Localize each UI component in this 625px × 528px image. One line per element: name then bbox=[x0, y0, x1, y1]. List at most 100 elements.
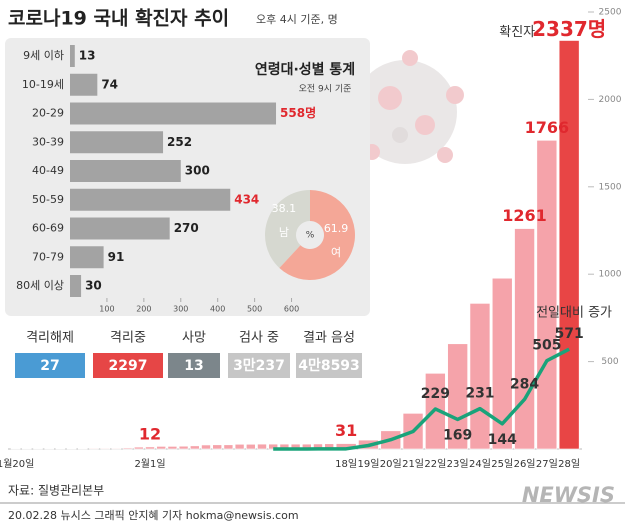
pie-center-label: % bbox=[306, 231, 315, 241]
bar-value-label: 1261 bbox=[502, 206, 547, 225]
bar bbox=[246, 443, 256, 450]
bar bbox=[234, 443, 245, 450]
bar bbox=[111, 448, 122, 450]
status-value: 3만237 bbox=[233, 358, 285, 374]
status-label: 검사 중 bbox=[239, 331, 279, 346]
category-label: 30-39 bbox=[32, 135, 64, 148]
bar bbox=[178, 445, 189, 450]
bar bbox=[212, 444, 222, 450]
x-tick-label: 24일 bbox=[469, 458, 491, 470]
x-tick-label: 400 bbox=[210, 305, 225, 314]
line-value-label: 571 bbox=[555, 326, 584, 342]
bar-value-label: 252 bbox=[167, 135, 192, 149]
bar bbox=[223, 444, 234, 450]
x-tick-label: 200 bbox=[136, 305, 151, 314]
status-label: 격리해제 bbox=[26, 331, 74, 346]
series-name: 확진자 bbox=[499, 25, 535, 40]
x-tick-label: 26일 bbox=[514, 458, 536, 470]
line-value-label: 284 bbox=[510, 376, 539, 392]
line-value-label: 144 bbox=[488, 432, 517, 448]
bar-value-label: 91 bbox=[108, 250, 125, 264]
bar-value-label: 12 bbox=[139, 424, 161, 443]
status-box bbox=[168, 353, 220, 378]
pie-value-label: 61.9 bbox=[324, 222, 349, 235]
bar bbox=[156, 446, 166, 450]
status-box bbox=[228, 353, 290, 378]
x-tick-label: 19일 bbox=[357, 458, 379, 470]
line-value-label: 169 bbox=[443, 427, 472, 443]
chart-subtitle: 오후 4시 기준, 명 bbox=[256, 13, 338, 26]
age-gender-panel: 연령대·성별 통계 오전 9시 기준 100 200 300 400 500 600 9세 … bbox=[5, 38, 370, 316]
bar bbox=[257, 443, 267, 450]
x-tick-label: 18일 bbox=[335, 458, 357, 470]
x-tick-label: 500 bbox=[247, 305, 262, 314]
bar bbox=[70, 188, 231, 211]
x-tick-label: 27일 bbox=[536, 458, 558, 470]
pie-slice bbox=[265, 190, 310, 268]
status-value: 13 bbox=[184, 358, 203, 374]
credit: 20.02.28 뉴시스 그래픽 안지혜 기자 hokma@newsis.com bbox=[8, 509, 299, 522]
bar bbox=[201, 444, 211, 450]
x-tick-label: 1월20일 bbox=[0, 458, 34, 470]
bar bbox=[78, 448, 88, 450]
pie-value-label: 38.1 bbox=[272, 202, 297, 215]
x-tick-label: 28일 bbox=[558, 458, 580, 470]
category-label: 80세 이상 bbox=[16, 279, 64, 292]
pie-category-label: 남 bbox=[279, 226, 289, 239]
y-tick-label: 2000 bbox=[599, 95, 622, 105]
bar bbox=[70, 160, 181, 182]
series-name: 전일대비 증가 bbox=[536, 306, 612, 321]
bar bbox=[536, 140, 558, 450]
bar bbox=[70, 246, 104, 269]
status-label: 결과 음성 bbox=[303, 331, 355, 346]
bar-value-label: 30 bbox=[85, 279, 102, 293]
source: 자료: 질병관리본부 bbox=[8, 484, 104, 498]
status-value: 2297 bbox=[109, 358, 148, 374]
status-box bbox=[93, 353, 163, 378]
bar bbox=[469, 303, 491, 450]
bar bbox=[70, 275, 82, 297]
status-value: 4만8593 bbox=[298, 358, 360, 374]
x-tick-label: 25일 bbox=[491, 458, 513, 470]
bar-value-label: 434 bbox=[234, 192, 259, 206]
bar bbox=[70, 102, 277, 125]
line-value-label: 229 bbox=[421, 386, 450, 402]
line bbox=[273, 347, 570, 451]
status-box bbox=[296, 353, 362, 378]
bar-value-label: 558명 bbox=[280, 106, 316, 120]
main-chart: 500 1000 1500 2000 2500 1월20일 2월1일 18일 19일 20일 21일… bbox=[0, 8, 622, 471]
pie-category-label: 여 bbox=[331, 246, 341, 259]
bar bbox=[70, 131, 164, 154]
y-tick-label: 500 bbox=[601, 357, 618, 367]
status-boxes: 격리해제 27 격리중 2297 사망 13 검사 중 3만237 결과 음성 4만8593 bbox=[15, 331, 362, 378]
bar-value-label: 270 bbox=[174, 221, 199, 235]
category-label: 40-49 bbox=[32, 164, 64, 177]
y-tick-label: 2500 bbox=[599, 8, 622, 18]
panel-subtitle: 오전 9시 기준 bbox=[299, 84, 352, 95]
status-box bbox=[15, 353, 85, 378]
x-tick-label: 600 bbox=[284, 305, 299, 314]
x-tick-label: 22일 bbox=[424, 458, 446, 470]
bar-value-label: 300 bbox=[185, 164, 210, 178]
bar bbox=[447, 343, 468, 450]
y-tick-label: 1500 bbox=[599, 182, 622, 192]
bar bbox=[145, 446, 155, 450]
line-value-label: 505 bbox=[532, 338, 561, 354]
bar bbox=[134, 446, 144, 450]
category-label: 20-29 bbox=[32, 107, 64, 120]
bar bbox=[167, 446, 178, 450]
category-label: 50-59 bbox=[32, 193, 64, 206]
panel-title: 연령대·성별 통계 bbox=[255, 61, 355, 78]
bar bbox=[70, 45, 75, 67]
bar bbox=[70, 217, 170, 240]
bar bbox=[558, 40, 580, 450]
x-tick-label: 23일 bbox=[447, 458, 469, 470]
bar bbox=[190, 445, 200, 450]
bar-value-label: 74 bbox=[101, 77, 118, 91]
category-label: 70-79 bbox=[32, 250, 64, 263]
bar bbox=[100, 448, 110, 450]
x-tick-label: 21일 bbox=[402, 458, 424, 470]
x-tick-label: 20일 bbox=[380, 458, 402, 470]
pie-slice bbox=[279, 190, 355, 280]
